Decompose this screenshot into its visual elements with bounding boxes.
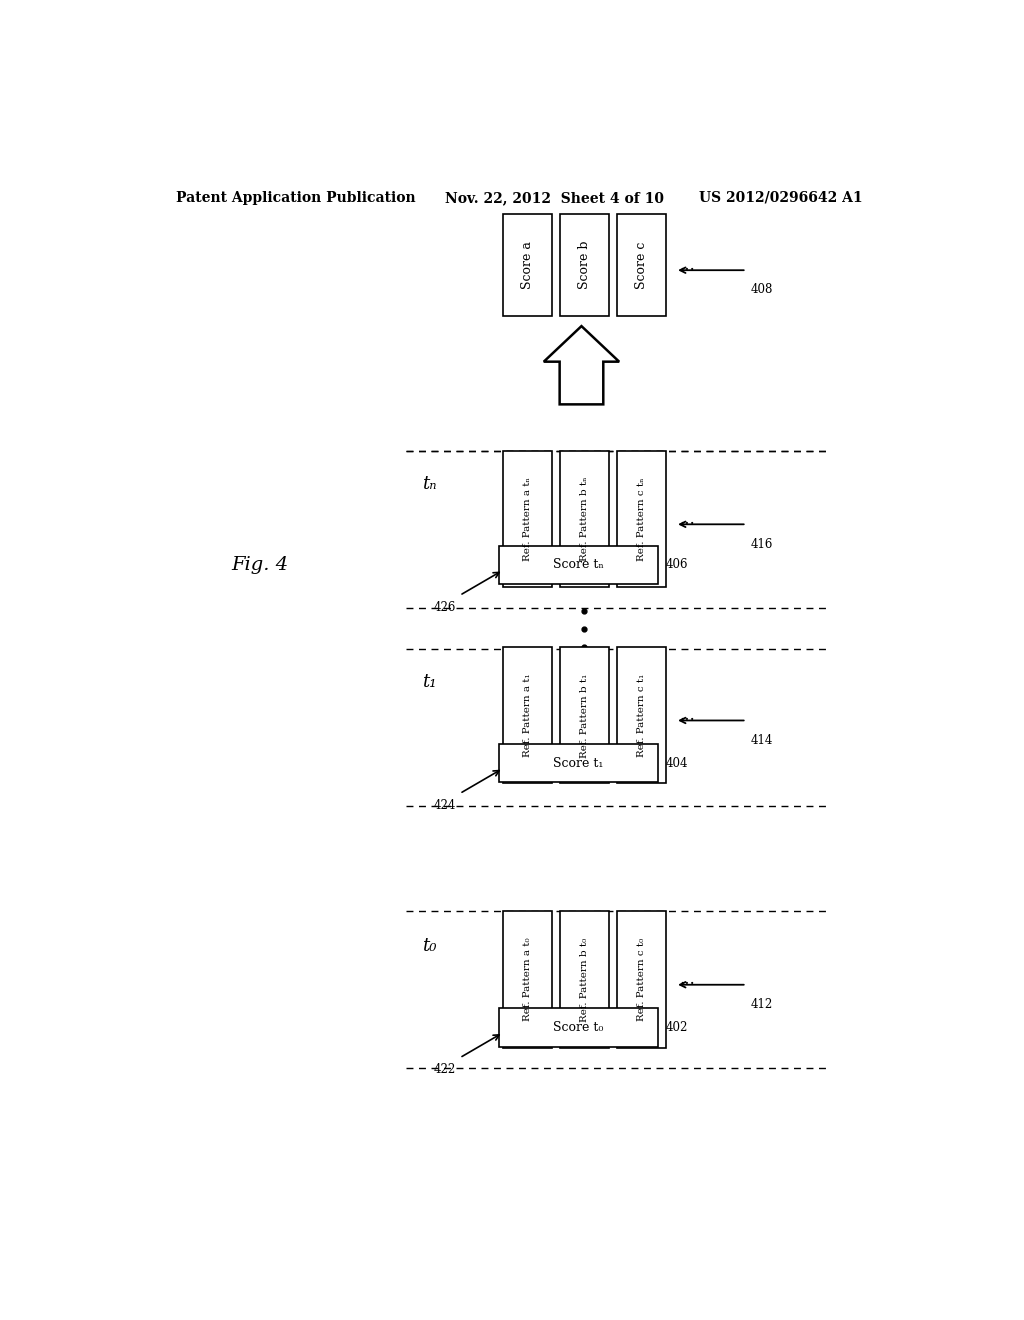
Bar: [503, 911, 552, 1048]
Text: Score b: Score b: [578, 240, 591, 289]
Text: Score t₀: Score t₀: [553, 1020, 604, 1034]
Text: Ref. Pattern a t₁: Ref. Pattern a t₁: [522, 673, 531, 758]
Text: 404: 404: [666, 756, 688, 770]
Text: Ref. Pattern a tₙ: Ref. Pattern a tₙ: [522, 478, 531, 561]
Text: 408: 408: [751, 284, 773, 297]
Text: Ref. Pattern c t₀: Ref. Pattern c t₀: [637, 939, 646, 1022]
Text: 402: 402: [666, 1020, 688, 1034]
Text: Fig. 4: Fig. 4: [231, 556, 289, 574]
Text: 422: 422: [433, 1063, 456, 1076]
Bar: [616, 451, 666, 587]
Text: ...: ...: [679, 708, 695, 723]
Bar: [616, 647, 666, 784]
Text: Ref. Pattern b tₙ: Ref. Pattern b tₙ: [580, 477, 589, 561]
Text: Ref. Pattern c t₁: Ref. Pattern c t₁: [637, 673, 646, 756]
Text: tₙ: tₙ: [422, 475, 437, 492]
Text: 414: 414: [751, 734, 773, 747]
Bar: [503, 451, 552, 587]
Bar: [616, 214, 666, 315]
Text: Nov. 22, 2012  Sheet 4 of 10: Nov. 22, 2012 Sheet 4 of 10: [445, 191, 665, 205]
Bar: [560, 647, 609, 784]
Text: Ref. Pattern a t₀: Ref. Pattern a t₀: [522, 937, 531, 1022]
Text: 406: 406: [666, 558, 688, 572]
Bar: [503, 214, 552, 315]
Bar: [560, 451, 609, 587]
Text: Ref. Pattern c tₙ: Ref. Pattern c tₙ: [637, 478, 646, 561]
Text: Score tₙ: Score tₙ: [553, 558, 604, 572]
Text: Ref. Pattern b t₁: Ref. Pattern b t₁: [580, 673, 589, 758]
Bar: [500, 1008, 658, 1047]
Text: ...: ...: [679, 972, 695, 989]
Text: ...: ...: [679, 511, 695, 528]
Text: 412: 412: [751, 998, 773, 1011]
Bar: [560, 911, 609, 1048]
Bar: [560, 214, 609, 315]
Text: 426: 426: [433, 601, 456, 614]
Text: Patent Application Publication: Patent Application Publication: [176, 191, 416, 205]
Bar: [500, 744, 658, 783]
Text: US 2012/0296642 A1: US 2012/0296642 A1: [699, 191, 863, 205]
Bar: [503, 647, 552, 784]
Text: t₀: t₀: [422, 937, 437, 956]
Text: Ref. Pattern b t₀: Ref. Pattern b t₀: [580, 937, 589, 1022]
Text: Score c: Score c: [635, 242, 648, 289]
Bar: [616, 911, 666, 1048]
Polygon shape: [544, 326, 620, 404]
Text: t₁: t₁: [422, 673, 437, 690]
Text: Score t₁: Score t₁: [553, 756, 604, 770]
Text: Score a: Score a: [520, 242, 534, 289]
Text: ...: ...: [679, 256, 695, 273]
Bar: [500, 545, 658, 585]
Text: 416: 416: [751, 537, 773, 550]
Text: 424: 424: [433, 799, 456, 812]
